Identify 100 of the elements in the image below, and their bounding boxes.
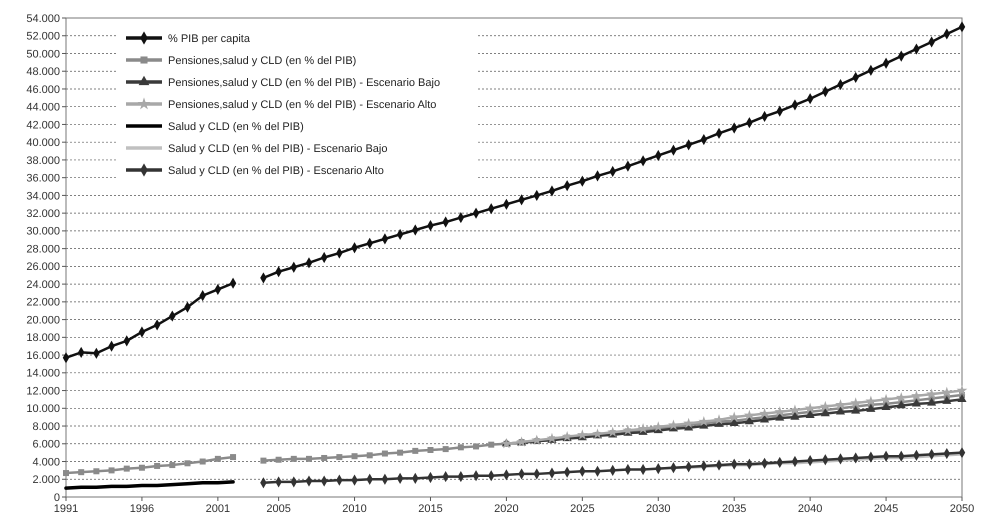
point xyxy=(93,468,100,474)
point xyxy=(200,458,206,465)
y-tick-label: 12.000 xyxy=(26,385,60,398)
y-tick-label: 10.000 xyxy=(26,403,60,416)
point xyxy=(806,410,815,418)
point xyxy=(306,456,312,462)
y-tick-label: 18.000 xyxy=(26,332,60,344)
y-tick-label: 16.000 xyxy=(26,350,60,362)
point xyxy=(896,400,906,408)
point xyxy=(260,458,266,464)
point xyxy=(683,418,694,428)
legend-label: % PIB per capita xyxy=(168,32,251,45)
point xyxy=(427,446,434,453)
y-tick-label: 50.000 xyxy=(26,48,60,60)
point xyxy=(911,390,922,400)
point xyxy=(321,454,328,461)
point xyxy=(214,456,221,462)
y-tick-label: 4.000 xyxy=(32,456,60,468)
point xyxy=(941,386,952,397)
point xyxy=(473,443,480,450)
y-tick-label: 36.000 xyxy=(26,172,60,185)
point xyxy=(851,406,860,414)
point xyxy=(622,424,634,436)
y-tick-label: 34.000 xyxy=(26,190,60,202)
point xyxy=(926,388,938,399)
point xyxy=(957,394,967,402)
x-tick-label: 2015 xyxy=(418,503,443,515)
point xyxy=(576,429,588,440)
point xyxy=(78,469,84,476)
point xyxy=(668,419,679,430)
point xyxy=(397,450,404,456)
x-tick-label: 2035 xyxy=(722,503,746,515)
point xyxy=(912,398,921,406)
point xyxy=(820,408,830,416)
point xyxy=(276,456,282,463)
point xyxy=(820,400,831,412)
point xyxy=(63,470,69,476)
point xyxy=(336,454,342,460)
point xyxy=(138,464,145,471)
y-tick-label: 2.000 xyxy=(32,474,60,486)
legend-label: Pensiones,salud y CLD (en % del PIB) xyxy=(168,54,356,67)
x-tick-label: 1991 xyxy=(54,503,78,515)
x-tick-label: 2050 xyxy=(950,503,974,515)
y-tick-label: 14.000 xyxy=(26,368,60,380)
point xyxy=(169,462,176,468)
point xyxy=(956,384,968,396)
point xyxy=(759,408,770,418)
line-series xyxy=(64,480,235,490)
point xyxy=(790,412,800,420)
legend-label: Salud y CLD (en % del PIB) xyxy=(168,120,304,133)
legend-label: Salud y CLD (en % del PIB) - Escenario Bajo xyxy=(168,142,388,155)
point xyxy=(728,412,740,422)
y-tick-label: 32.000 xyxy=(26,208,60,220)
x-tick-label: 2001 xyxy=(206,503,230,515)
y-tick-label: 52.000 xyxy=(26,30,60,43)
y-tick-label: 26.000 xyxy=(26,261,60,274)
y-tick-label: 8.000 xyxy=(32,420,60,433)
x-tick-label: 2005 xyxy=(266,503,291,515)
point xyxy=(592,428,603,439)
point xyxy=(850,397,862,408)
x-tick-label: 2030 xyxy=(646,503,671,515)
point xyxy=(442,446,449,452)
point xyxy=(488,442,494,448)
point xyxy=(866,404,876,412)
point xyxy=(458,444,464,450)
y-tick-label: 24.000 xyxy=(26,278,60,291)
point xyxy=(154,462,160,469)
point xyxy=(652,421,664,432)
y-tick-label: 6.000 xyxy=(32,438,60,451)
point xyxy=(835,399,846,410)
point xyxy=(927,398,936,406)
point xyxy=(290,456,297,462)
point xyxy=(412,448,418,454)
point xyxy=(108,467,115,474)
x-tick-label: 2025 xyxy=(570,503,595,515)
y-tick-label: 0 xyxy=(54,492,60,504)
y-tick-label: 44.000 xyxy=(26,102,60,114)
legend-label: Pensiones,salud y CLD (en % del PIB) - Escenario Bajo xyxy=(168,76,440,89)
point xyxy=(836,406,846,414)
point xyxy=(730,418,739,426)
point xyxy=(124,466,130,472)
y-tick-label: 38.000 xyxy=(26,154,60,167)
x-tick-label: 1996 xyxy=(130,503,154,515)
y-tick-label: 22.000 xyxy=(26,296,60,309)
y-tick-label: 46.000 xyxy=(26,84,60,96)
legend-label: Pensiones,salud y CLD (en % del PIB) - Escenario Alto xyxy=(168,98,436,111)
x-tick-label: 2010 xyxy=(342,503,367,515)
x-tick-label: 2020 xyxy=(494,503,519,515)
point xyxy=(880,394,892,404)
y-tick-label: 40.000 xyxy=(26,137,60,150)
point xyxy=(698,416,710,426)
point xyxy=(382,450,388,457)
point xyxy=(882,402,891,410)
y-tick-label: 48.000 xyxy=(26,66,60,78)
y-tick-label: 54.000 xyxy=(26,12,60,25)
point xyxy=(896,392,907,402)
point xyxy=(942,396,952,404)
y-tick-label: 42.000 xyxy=(26,119,60,132)
y-tick-label: 20.000 xyxy=(26,314,60,326)
y-tick-label: 30.000 xyxy=(26,226,60,238)
